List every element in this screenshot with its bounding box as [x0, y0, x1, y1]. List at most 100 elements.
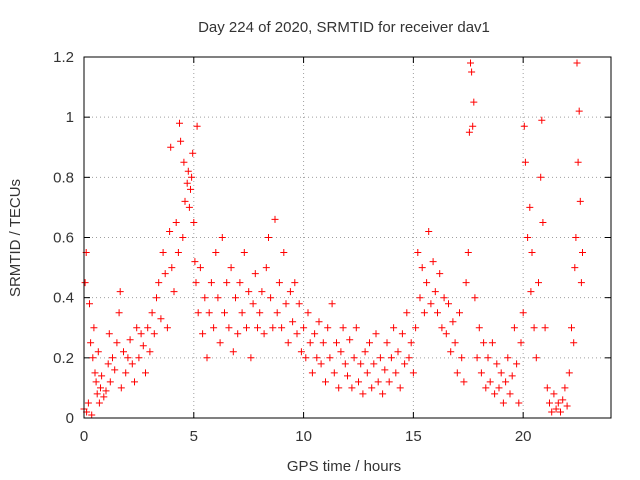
- data-point: [280, 249, 288, 256]
- data-point: [167, 143, 175, 151]
- data-point: [392, 369, 400, 377]
- data-point: [176, 119, 183, 127]
- data-point: [538, 116, 546, 124]
- data-point: [188, 173, 196, 181]
- data-point: [368, 384, 376, 392]
- data-point: [527, 288, 535, 296]
- data-point: [265, 234, 272, 241]
- data-point: [548, 408, 556, 416]
- data-point: [179, 234, 187, 241]
- data-point: [185, 203, 193, 211]
- data-point: [269, 324, 277, 332]
- data-point: [223, 279, 231, 287]
- data-point: [190, 219, 198, 226]
- data-point: [311, 330, 319, 338]
- data-point: [86, 300, 93, 308]
- data-point: [115, 309, 123, 317]
- data-point: [105, 330, 113, 338]
- data-point: [576, 197, 584, 205]
- data-point: [139, 342, 147, 350]
- data-point: [519, 309, 527, 317]
- data-point: [546, 399, 553, 407]
- data-point: [434, 309, 441, 317]
- data-point: [95, 399, 103, 407]
- data-point: [504, 354, 512, 362]
- data-point: [300, 324, 308, 332]
- data-point: [431, 288, 439, 296]
- data-point: [275, 279, 283, 287]
- data-point: [297, 348, 305, 356]
- data-point: [91, 369, 99, 377]
- data-point: [97, 384, 104, 392]
- data-point: [84, 399, 92, 407]
- data-point: [328, 300, 336, 308]
- data-point: [177, 137, 185, 145]
- data-point: [100, 393, 108, 401]
- x-tick-label: 15: [405, 428, 422, 445]
- data-point: [304, 309, 312, 317]
- data-point: [513, 360, 521, 368]
- data-point: [352, 324, 360, 332]
- data-point: [193, 122, 201, 130]
- plot-frame: [83, 56, 612, 419]
- y-tick-label: 0.2: [53, 350, 74, 367]
- data-point: [521, 158, 529, 166]
- data-point: [94, 348, 102, 356]
- data-point: [473, 354, 481, 362]
- data-point: [322, 378, 329, 386]
- data-point: [381, 366, 389, 374]
- data-point: [191, 258, 199, 266]
- data-point: [390, 324, 398, 332]
- data-point: [181, 197, 189, 205]
- data-point: [135, 354, 143, 362]
- data-point: [88, 411, 96, 419]
- data-point: [405, 354, 413, 362]
- data-point: [260, 330, 268, 338]
- data-point: [144, 324, 152, 332]
- data-point: [484, 354, 492, 362]
- data-point: [379, 390, 387, 398]
- data-point: [142, 369, 149, 377]
- data-point: [302, 354, 310, 362]
- data-point: [284, 339, 292, 347]
- data-point: [486, 378, 494, 386]
- data-point: [480, 339, 488, 347]
- data-point: [574, 158, 582, 166]
- data-point: [515, 399, 523, 407]
- x-tick-label: 20: [515, 428, 532, 445]
- data-point: [163, 324, 171, 332]
- data-point: [495, 384, 503, 392]
- y-tick-label: 0.8: [53, 169, 74, 186]
- data-point: [530, 324, 538, 332]
- data-point: [161, 270, 169, 278]
- data-point: [456, 309, 463, 317]
- data-point: [440, 294, 448, 302]
- data-point: [572, 234, 580, 241]
- data-point: [203, 354, 211, 362]
- data-point: [554, 399, 562, 407]
- data-point: [427, 300, 435, 308]
- data-point: [308, 369, 316, 377]
- data-point: [398, 330, 406, 338]
- data-point: [326, 354, 334, 362]
- data-point: [471, 294, 479, 302]
- data-point: [385, 378, 393, 386]
- data-point: [429, 258, 437, 266]
- data-point: [552, 405, 560, 413]
- data-point: [293, 330, 301, 338]
- data-point: [128, 360, 136, 368]
- data-point: [324, 324, 332, 332]
- data-point: [414, 249, 422, 256]
- data-point: [346, 336, 354, 344]
- data-point: [196, 264, 204, 272]
- data-point: [425, 228, 433, 235]
- data-point: [245, 288, 253, 296]
- chart-title: Day 224 of 2020, SRMTID for receiver dav…: [198, 19, 490, 36]
- data-point: [317, 360, 325, 368]
- data-point: [120, 348, 127, 356]
- data-point: [183, 179, 191, 187]
- data-point: [180, 158, 188, 166]
- data-point: [363, 369, 371, 377]
- data-point: [372, 330, 380, 338]
- data-point: [528, 249, 536, 256]
